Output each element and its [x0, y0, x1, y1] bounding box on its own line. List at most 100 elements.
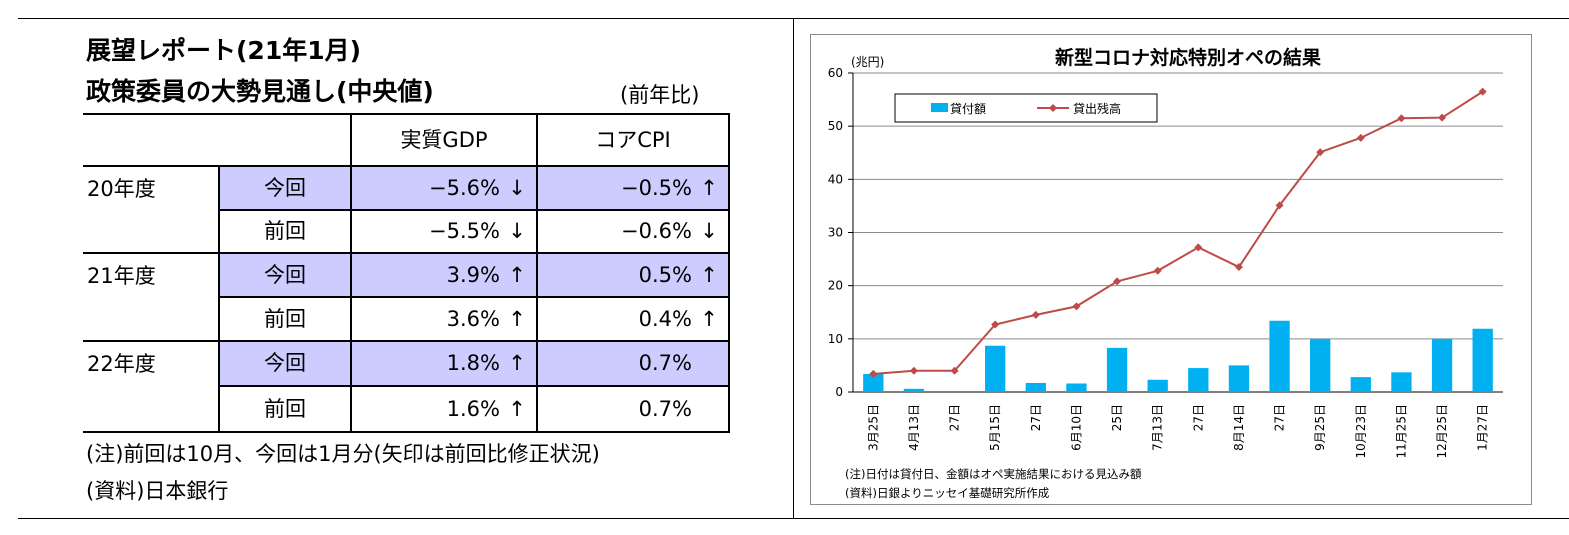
line-point — [1234, 263, 1243, 272]
x-tick-label: 12月25日 — [1435, 404, 1449, 459]
column-header-cpi: コアCPI — [536, 113, 730, 167]
gdp-value: 1.6% — [446, 396, 500, 421]
y-tick-label: 30 — [828, 226, 843, 240]
bar — [1228, 365, 1250, 392]
gdp-value: −5.6% — [429, 175, 500, 200]
cpi-arrow-icon: ↑ — [700, 306, 718, 331]
chart-note: (注)日付は貸付日、金額はオペ実施結果における見込み額 — [845, 467, 1142, 481]
cpi-cell: 0.4% ↑ — [536, 297, 730, 342]
chart-legend: 貸付額 貸出残高 — [894, 93, 1158, 123]
x-tick-label: 27日 — [1191, 404, 1205, 431]
estimate-kind: 前回 — [218, 297, 352, 342]
line-point — [1194, 243, 1203, 252]
x-tick-label: 4月13日 — [907, 404, 921, 451]
x-tick-label: 11月25日 — [1394, 404, 1408, 459]
x-tick-label: 27日 — [1273, 404, 1287, 431]
bar-series — [863, 320, 1493, 392]
table-row: 20年度 今回 −5.6% ↓ −0.5% ↑ — [83, 165, 730, 254]
bar — [1106, 347, 1128, 392]
bar — [903, 388, 925, 392]
gdp-arrow-icon: ↑ — [508, 351, 526, 375]
y-tick-label: 50 — [828, 119, 843, 133]
x-tick-label: 6月10日 — [1069, 404, 1083, 451]
estimate-kind: 前回 — [218, 386, 352, 433]
line-point — [1072, 302, 1081, 311]
cpi-arrow-icon: ↑ — [700, 262, 718, 287]
line-point — [1316, 148, 1325, 157]
bar — [1188, 368, 1209, 392]
bar — [863, 373, 884, 392]
estimate-kind: 今回 — [218, 252, 352, 298]
bar — [985, 345, 1006, 392]
estimate-kind: 前回 — [218, 210, 352, 254]
line-point — [1031, 310, 1040, 319]
line-point — [1153, 266, 1162, 275]
cpi-value: 0.7% — [638, 351, 692, 375]
gdp-arrow-icon: ↓ — [508, 175, 526, 200]
line-point — [869, 369, 878, 378]
line-point — [1275, 201, 1284, 210]
cpi-value: −0.6% — [621, 219, 692, 243]
panel-title-line1: 展望レポート(21年1月) — [86, 36, 362, 65]
x-tick-label: 27日 — [948, 404, 962, 431]
x-tick-label: 7月13日 — [1151, 404, 1165, 451]
y-tick-label: 40 — [828, 172, 843, 186]
legend-bar-label: 貸付額 — [950, 101, 986, 116]
y-tick-label: 0 — [835, 385, 843, 399]
series-line — [873, 90, 1484, 375]
x-tick-label: 27日 — [1029, 404, 1043, 431]
year-label: 20年度 — [83, 165, 220, 254]
table-row: 前回 1.6% ↑ 0.7% — [83, 386, 730, 433]
gdp-value: 3.9% — [446, 262, 500, 287]
bar — [1391, 372, 1412, 392]
cpi-cell: −0.5% ↑ — [536, 165, 730, 211]
y-axis-ticks: 0 10 20 30 40 50 60 — [828, 66, 843, 399]
cpi-value: −0.5% — [621, 175, 692, 200]
bar — [1269, 320, 1290, 392]
bar — [1472, 328, 1493, 392]
gdp-value: 1.8% — [446, 351, 500, 375]
x-tick-label: 10月23日 — [1354, 404, 1368, 459]
y-unit-label: (兆円) — [851, 55, 884, 69]
panel-title-line2: 政策委員の大勢見通し(中央値) — [86, 77, 434, 106]
table-row: 前回 3.6% ↑ 0.4% ↑ — [83, 297, 730, 342]
y-tick-label: 20 — [828, 279, 843, 293]
table-row: 前回 −5.5% ↓ −0.6% ↓ — [83, 210, 730, 254]
estimate-kind: 今回 — [218, 340, 352, 387]
line-point — [1438, 113, 1447, 122]
cpi-arrow-icon: ↓ — [700, 219, 718, 243]
loan-chart: 新型コロナ対応特別オペの結果 (兆円) 0 10 20 30 40 50 60 3月25日 4… — [828, 46, 1503, 500]
chart-area: 新型コロナ対応特別オペの結果 (兆円) 0 10 20 30 40 50 60 3月25日 4… — [810, 34, 1532, 505]
gdp-cell: 3.6% ↑ — [350, 297, 538, 342]
line-point — [1397, 114, 1406, 123]
chart-title: 新型コロナ対応特別オペの結果 — [1055, 46, 1321, 69]
ratio-note: (前年比) — [620, 83, 700, 107]
legend-line-label: 貸出残高 — [1073, 101, 1121, 116]
estimate-kind: 今回 — [218, 165, 352, 211]
x-tick-label: 9月25日 — [1313, 404, 1327, 451]
gdp-value: −5.5% — [429, 219, 500, 243]
year-label: 21年度 — [83, 252, 220, 342]
line-point — [1113, 277, 1122, 286]
cpi-cell: 0.7% — [536, 386, 730, 433]
x-tick-label: 1月27日 — [1476, 404, 1490, 451]
y-tick-label: 10 — [828, 332, 843, 346]
frame-divider — [793, 18, 794, 519]
y-tick-label: 60 — [828, 66, 843, 80]
gdp-arrow-icon: ↓ — [508, 219, 526, 243]
line-point — [991, 320, 1000, 329]
table-row: 21年度 今回 3.9% ↑ 0.5% ↑ — [83, 252, 730, 342]
cpi-value: 0.7% — [638, 396, 692, 421]
bar — [1066, 383, 1087, 392]
x-tick-label: 8月14日 — [1232, 404, 1246, 451]
gdp-cell: 1.8% ↑ — [350, 340, 538, 387]
cpi-cell: −0.6% ↓ — [536, 210, 730, 254]
bar — [1147, 379, 1168, 392]
legend-line-marker — [1049, 104, 1057, 112]
legend-bar-swatch — [931, 103, 948, 112]
gdp-cell: 3.9% ↑ — [350, 252, 538, 298]
year-label: 22年度 — [83, 340, 220, 433]
gdp-cell: 1.6% ↑ — [350, 386, 538, 433]
line-point — [1356, 133, 1365, 142]
cpi-value: 0.5% — [638, 262, 692, 287]
